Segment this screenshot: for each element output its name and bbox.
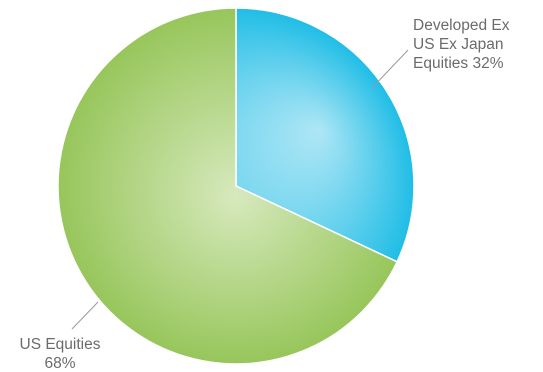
leader-line-developed-ex-us-ex-japan-equities (371, 49, 409, 89)
slice-label-line: Equities 32% (413, 55, 504, 72)
slice-label-us-equities: US Equities 68% (20, 336, 101, 372)
pie-slices (57, 7, 415, 365)
slice-label-line: Developed Ex (413, 17, 510, 34)
slice-labels: Developed Ex US Ex Japan Equities 32% US Eq… (20, 17, 510, 372)
pie-slice-us-equities (57, 7, 398, 365)
pie-slice-developed-ex-us-ex-japan-equities (235, 7, 415, 263)
slice-label-line: US Ex Japan (413, 36, 503, 53)
slice-label-developed-ex-us-ex-japan-equities: Developed Ex US Ex Japan Equities 32% (413, 17, 510, 72)
slice-label-line: 68% (44, 355, 75, 372)
slice-label-line: US Equities (20, 336, 101, 353)
leader-lines (71, 49, 409, 330)
leader-line-us-equities (71, 301, 99, 330)
